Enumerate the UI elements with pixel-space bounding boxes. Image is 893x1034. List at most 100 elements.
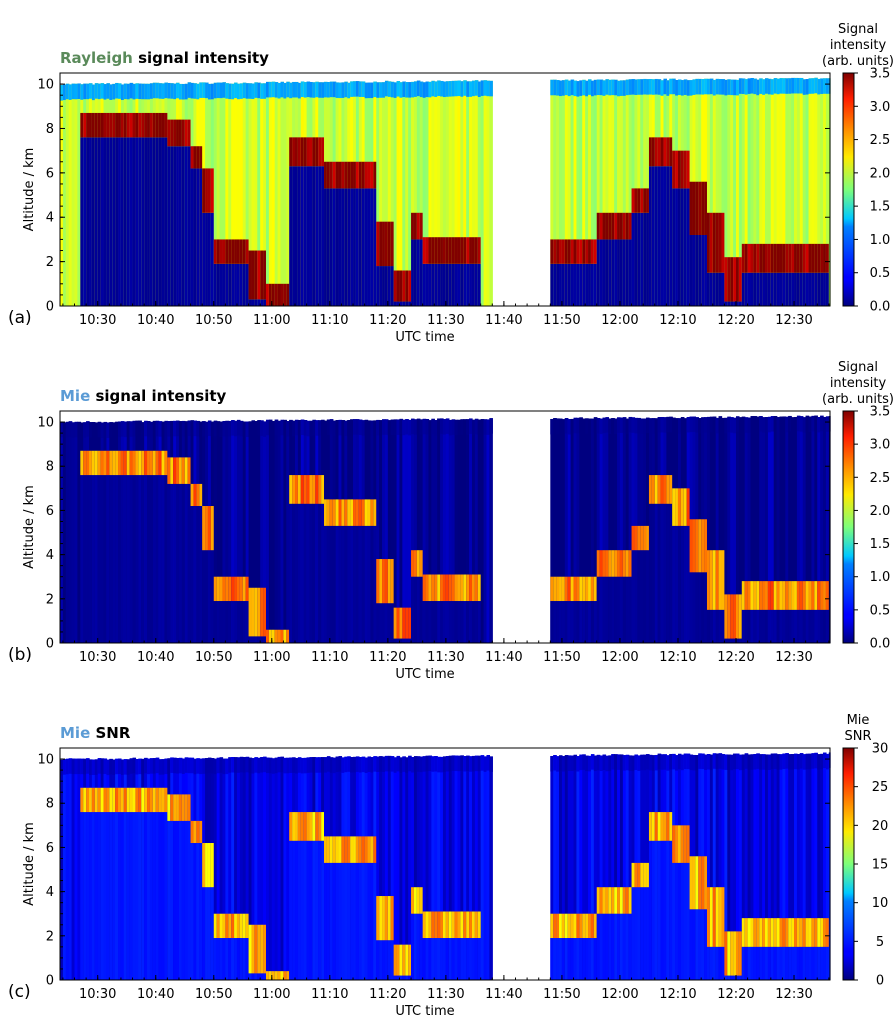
heatmap-cell (617, 417, 621, 643)
heatmap-cell (457, 938, 461, 980)
heatmap-cell (321, 503, 325, 643)
y-tick-label: 4 (46, 548, 54, 563)
heatmap-cell (338, 82, 343, 99)
heatmap-cell (144, 475, 148, 643)
heatmap-cell (457, 419, 461, 436)
heatmap-cell (718, 79, 723, 95)
heatmap-cell (347, 756, 351, 772)
heatmap-cell (602, 80, 607, 306)
heatmap-cell (277, 82, 282, 306)
heatmap-cell (89, 422, 93, 438)
heatmap-cell (402, 81, 406, 98)
heatmap-cell (440, 80, 444, 306)
heatmap-cell (805, 78, 810, 306)
heatmap-cell (109, 112, 113, 138)
heatmap-cell (805, 272, 810, 306)
heatmap-cell (396, 755, 401, 980)
heatmap-cell (144, 83, 148, 100)
panel-title-rest: signal intensity (95, 387, 226, 405)
heatmap-cell (289, 82, 293, 99)
heatmap-cell (341, 420, 345, 436)
heatmap-cell (353, 499, 357, 526)
heatmap-cell (585, 755, 589, 980)
heatmap-cell (376, 603, 380, 643)
heatmap-cell (744, 946, 749, 980)
heatmap-cell (550, 938, 554, 980)
heatmap-cell (222, 239, 226, 264)
heatmap-cell (91, 787, 96, 813)
heatmap-cell (83, 758, 87, 775)
heatmap-cell (799, 416, 804, 643)
heatmap-cell (399, 270, 403, 302)
heatmap-cell (750, 754, 755, 770)
heatmap-cell (593, 263, 598, 306)
heatmap-cell (617, 239, 621, 306)
heatmap-cell (445, 574, 450, 602)
heatmap-cell (106, 475, 110, 643)
heatmap-cell (576, 938, 580, 980)
heatmap-cell (100, 758, 105, 774)
heatmap-cell (268, 419, 273, 436)
heatmap-cell (814, 918, 818, 947)
heatmap-cell (445, 756, 450, 980)
heatmap-cell (738, 638, 743, 643)
y-tick-label: 2 (46, 255, 54, 270)
heatmap-cell (559, 938, 563, 980)
heatmap-cell (376, 756, 380, 772)
x-tick-label: 11:00 (253, 313, 290, 328)
heatmap-cell (396, 419, 401, 435)
heatmap-cell (396, 81, 401, 306)
heatmap-cell (622, 80, 627, 96)
heatmap-cell (695, 856, 699, 910)
heatmap-cell (155, 787, 160, 813)
x-tick-label: 12:20 (717, 987, 754, 1002)
heatmap-cell (118, 450, 122, 476)
heatmap-cell (579, 263, 583, 306)
heatmap-cell (570, 239, 575, 264)
heatmap-cell (689, 80, 694, 96)
heatmap-cell (268, 283, 273, 306)
heatmap-cell (561, 419, 566, 643)
heatmap-cell (779, 754, 784, 980)
heatmap-cell (193, 758, 197, 775)
heatmap-cell (808, 272, 813, 306)
heatmap-cell (463, 756, 467, 980)
heatmap-cell (738, 594, 743, 639)
heatmap-cell (135, 83, 139, 99)
heatmap-cell (660, 754, 665, 770)
heatmap-cell (448, 81, 453, 97)
heatmap-cell (178, 146, 183, 306)
heatmap-cell (263, 421, 267, 437)
heatmap-cell (326, 188, 331, 306)
heatmap-cell (773, 609, 778, 643)
heatmap-cell (109, 812, 113, 980)
heatmap-cell (228, 913, 232, 939)
heatmap-cell (779, 946, 784, 980)
heatmap-cell (184, 794, 189, 821)
heatmap-cell (799, 753, 804, 980)
heatmap-cell (347, 420, 351, 436)
heatmap-cell (277, 283, 282, 306)
heatmap-cell (561, 419, 566, 435)
heatmap-cell (196, 758, 200, 774)
heatmap-cell (103, 421, 108, 438)
heatmap-cell (205, 421, 209, 438)
heatmap-cell (692, 856, 696, 910)
heatmap-cell (219, 263, 224, 306)
heatmap-cell (239, 420, 244, 437)
heatmap-cell (721, 887, 725, 947)
heatmap-cell (651, 503, 656, 643)
heatmap-cell (341, 525, 345, 643)
heatmap-cell (782, 78, 786, 94)
heatmap-cell (303, 757, 308, 774)
heatmap-cell (767, 272, 772, 306)
heatmap-cell (646, 417, 650, 434)
heatmap-cell (602, 80, 607, 96)
heatmap-cell (765, 417, 769, 433)
heatmap-cell (654, 166, 659, 306)
heatmap-cell (149, 450, 154, 476)
heatmap-cell (187, 483, 192, 643)
heatmap-cell (489, 80, 493, 306)
heatmap-cell (405, 82, 409, 98)
heatmap-cell (666, 475, 670, 504)
